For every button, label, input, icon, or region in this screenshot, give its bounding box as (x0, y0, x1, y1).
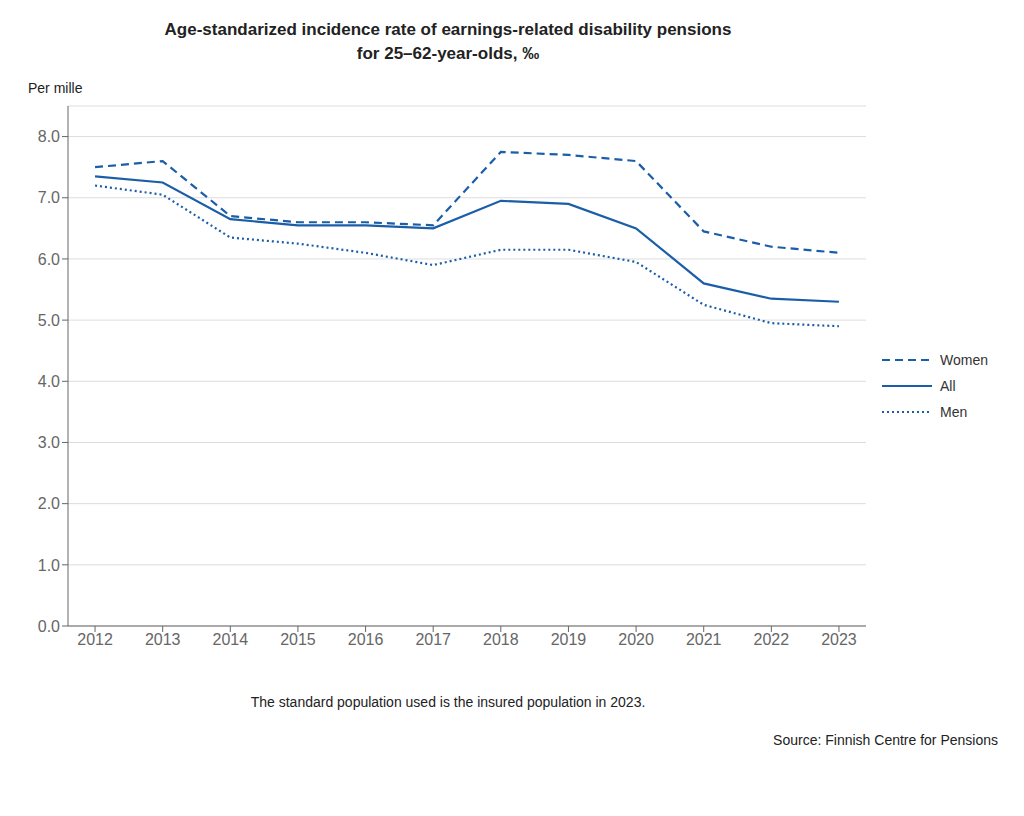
svg-text:1.0: 1.0 (38, 556, 60, 573)
html-text:The standard population used i: The standard population used is the insu… (250, 693, 646, 710)
svg-text:3.0: 3.0 (38, 434, 60, 451)
html-text:Source: Finnish Centre for Pen: Source: Finnish Centre for Pensions (773, 731, 998, 748)
svg-text:2015: 2015 (280, 631, 316, 648)
svg-text:2023: 2023 (821, 631, 857, 648)
html-text:All: All (940, 377, 956, 394)
svg-text:0.0: 0.0 (38, 617, 60, 634)
html-text:Women: Women (940, 351, 988, 368)
svg-text:2017: 2017 (415, 631, 451, 648)
html-text:for 25–62-year-olds, ‰: for 25–62-year-olds, ‰ (356, 43, 540, 63)
svg-text:2018: 2018 (483, 631, 519, 648)
svg-text:7.0: 7.0 (38, 189, 60, 206)
html-text:Per mille: Per mille (28, 79, 83, 96)
svg-text:2.0: 2.0 (38, 495, 60, 512)
svg-text:2019: 2019 (551, 631, 587, 648)
svg-text:2016: 2016 (348, 631, 384, 648)
svg-text:2012: 2012 (77, 631, 113, 648)
html-text:Age-standarized incidence rate: Age-standarized incidence rate of earnin… (164, 20, 732, 39)
svg-text:2014: 2014 (213, 631, 249, 648)
svg-text:8.0: 8.0 (38, 128, 60, 145)
svg-text:4.0: 4.0 (38, 373, 60, 390)
svg-text:2022: 2022 (754, 631, 790, 648)
svg-text:2021: 2021 (686, 631, 722, 648)
svg-text:2020: 2020 (618, 631, 654, 648)
svg-text:2013: 2013 (145, 631, 181, 648)
svg-text:6.0: 6.0 (38, 250, 60, 267)
html-text:Men: Men (940, 403, 968, 420)
svg-text:5.0: 5.0 (38, 311, 60, 328)
